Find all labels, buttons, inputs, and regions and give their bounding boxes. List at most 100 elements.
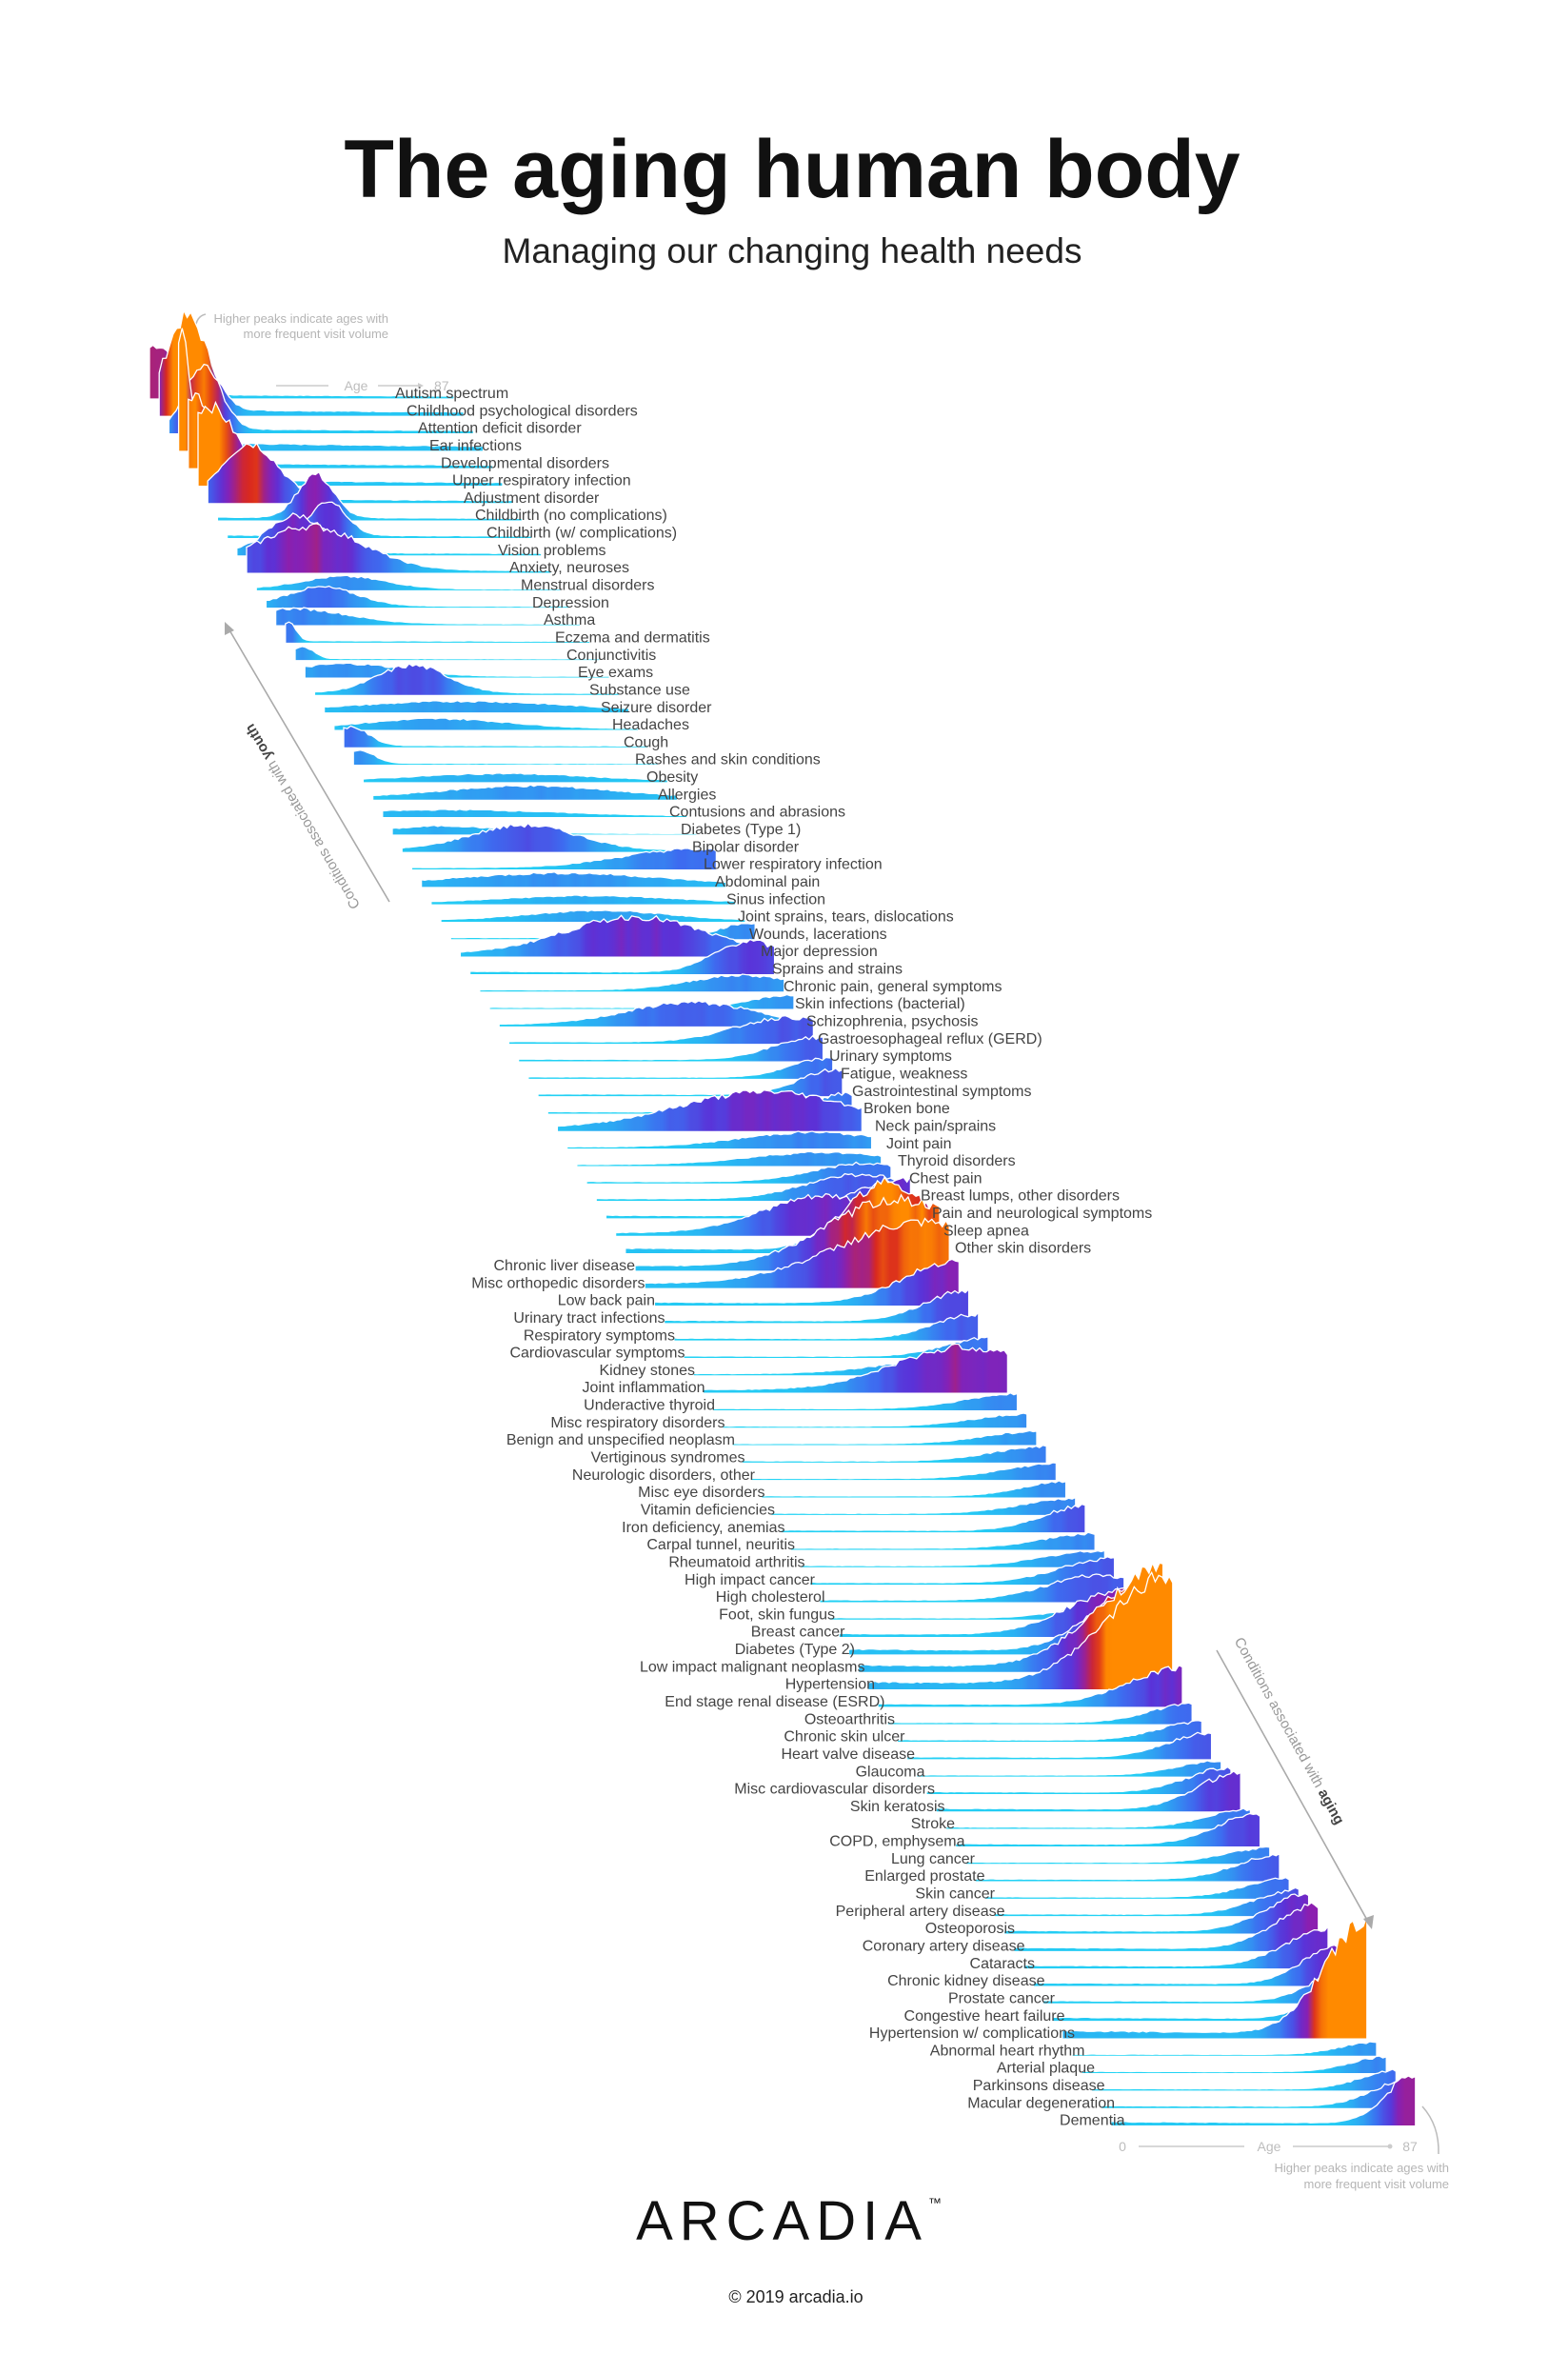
condition-label: Wounds, lacerations <box>749 927 887 943</box>
condition-label: Joint pain <box>886 1136 952 1152</box>
ridge-hypertension-w-complications <box>1062 1915 1368 2040</box>
ridge-misc-eye-disorders <box>760 1480 1067 1499</box>
ridge-neck-pain-sprains <box>556 1089 863 1133</box>
condition-label: Chronic liver disease <box>493 1258 635 1274</box>
ridge-rashes-and-skin-conditions <box>352 749 659 767</box>
youth-arrow-text: Conditions associated with youth <box>242 721 364 911</box>
condition-label: Misc cardiovascular disorders <box>734 1782 935 1798</box>
ridge-rheumatoid-arthritis <box>799 1549 1106 1569</box>
ridge-depression <box>265 585 572 609</box>
ridge-chronic-skin-ulcer <box>896 1720 1203 1744</box>
condition-label: Benign and unspecified neoplasm <box>506 1432 735 1448</box>
ridge-high-impact-cancer <box>808 1556 1116 1586</box>
axis-arrowhead <box>1387 2144 1393 2149</box>
ridge-high-cholesterol <box>819 1573 1125 1604</box>
condition-label: Substance use <box>589 682 690 698</box>
ridge-misc-respiratory-disorders <box>722 1412 1028 1429</box>
ridge-benign-and-unspecified-neoplasm <box>731 1429 1038 1446</box>
condition-label: Eye exams <box>578 665 653 681</box>
condition-label: Sinus infection <box>726 891 825 908</box>
ridge-urinary-tract-infections <box>663 1287 970 1325</box>
note-line-2: more frequent visit volume <box>1304 2177 1449 2191</box>
ridge-end-stage-renal-disease-esrd <box>877 1664 1183 1708</box>
condition-label: Rashes and skin conditions <box>635 752 821 768</box>
copyright: © 2019 arcadia.io <box>728 2287 863 2306</box>
condition-label: Headaches <box>612 717 689 733</box>
condition-label: Vision problems <box>498 543 606 559</box>
ridge-seizure-disorder <box>323 700 630 714</box>
condition-label: Misc orthopedic disorders <box>471 1275 645 1291</box>
logo-text: ARCADIA <box>636 2190 928 2252</box>
condition-label: Stroke <box>911 1816 955 1832</box>
aging-bold: aging <box>1315 1786 1347 1827</box>
ridge-lung-cancer <box>964 1845 1271 1865</box>
ridge-glaucoma <box>916 1760 1222 1778</box>
ridge-skin-keratosis <box>935 1770 1241 1813</box>
youth-arrowhead <box>225 622 234 635</box>
condition-label: Abnormal heart rhythm <box>930 2043 1085 2059</box>
ridge-eczema-and-dermatitis <box>285 621 591 645</box>
condition-label: Gastroesophageal reflux (GERD) <box>818 1031 1042 1047</box>
condition-label: High cholesterol <box>716 1589 825 1606</box>
condition-label: Skin cancer <box>915 1886 995 1903</box>
axis-label: Age <box>345 378 368 393</box>
ridge-bipolar-disorder <box>401 822 707 853</box>
ridge-vertiginous-syndromes <box>741 1444 1047 1465</box>
ridge-abdominal-pain <box>420 871 727 888</box>
ridge-enlarged-prostate <box>974 1852 1280 1883</box>
ridge-parkinsons-disease <box>1090 2068 1398 2092</box>
condition-label: End stage renal disease (ESRD) <box>665 1694 884 1710</box>
condition-label: Chronic skin ulcer <box>784 1729 905 1746</box>
ridge-anxiety-neuroses <box>246 523 552 574</box>
ridge-dementia <box>1110 2075 1417 2127</box>
condition-label: Vitamin deficiencies <box>641 1503 775 1519</box>
condition-label: Childbirth (no complications) <box>475 508 667 524</box>
condition-label: Heart valve disease <box>781 1746 915 1763</box>
axis-end-label: 87 <box>434 378 449 393</box>
logo-tm: ™ <box>928 2195 948 2210</box>
condition-label: Obesity <box>646 769 698 786</box>
condition-label: Respiratory symptoms <box>524 1327 675 1344</box>
ridge-asthma <box>274 607 582 627</box>
condition-label: Parkinsons disease <box>973 2078 1105 2094</box>
condition-label: Pain and neurological symptoms <box>932 1206 1152 1222</box>
condition-label: Chest pain <box>909 1170 982 1187</box>
condition-label: Childhood psychological disorders <box>407 403 638 419</box>
condition-label: High impact cancer <box>685 1572 816 1588</box>
condition-label: Arterial plaque <box>997 2061 1095 2077</box>
ridge-allergies <box>371 784 679 802</box>
condition-label: Schizophrenia, psychosis <box>806 1014 979 1030</box>
condition-label: Developmental disorders <box>441 455 609 471</box>
ridge-joint-inflammation <box>702 1343 1009 1394</box>
condition-label: Breast cancer <box>751 1625 845 1641</box>
ridge-iron-deficiency-anemias <box>780 1503 1086 1534</box>
ridge-breast-cancer <box>838 1587 1144 1639</box>
condition-label: Autism spectrum <box>395 386 508 402</box>
condition-label: Skin infections (bacterial) <box>795 996 965 1012</box>
ridge-cataracts <box>1022 1925 1329 1970</box>
ridge-cardiovascular-symptoms <box>683 1335 989 1360</box>
condition-label: Iron deficiency, anemias <box>622 1520 784 1536</box>
condition-label: Neck pain/sprains <box>875 1118 996 1134</box>
ridge-low-back-pain <box>653 1258 961 1307</box>
ridge-conjunctivitis <box>294 646 601 662</box>
note-line-1: Higher peaks indicate ages with <box>1274 2161 1449 2175</box>
condition-label: Ear infections <box>429 438 522 454</box>
condition-label: Allergies <box>658 787 716 803</box>
condition-label: Lower respiratory infection <box>704 857 883 873</box>
condition-label: Low impact malignant neoplasms <box>640 1659 865 1675</box>
page-title: The aging human body <box>344 124 1240 215</box>
condition-label: Carpal tunnel, neuritis <box>646 1537 795 1553</box>
ridge-skin-infections-bacterial <box>488 993 795 1010</box>
ridge-misc-cardiovascular-disorders <box>925 1766 1232 1796</box>
condition-label: Low back pain <box>558 1293 655 1309</box>
ridge-chest-pain <box>586 1161 892 1186</box>
ridge-contusions-and-abrasions <box>382 808 688 819</box>
condition-label: Osteoarthritis <box>804 1711 895 1727</box>
condition-label: Foot, skin fungus <box>719 1606 835 1623</box>
condition-label: Misc eye disorders <box>638 1485 764 1501</box>
condition-label: Dementia <box>1060 2113 1125 2129</box>
ridge-adjustment-disorder <box>207 442 513 505</box>
